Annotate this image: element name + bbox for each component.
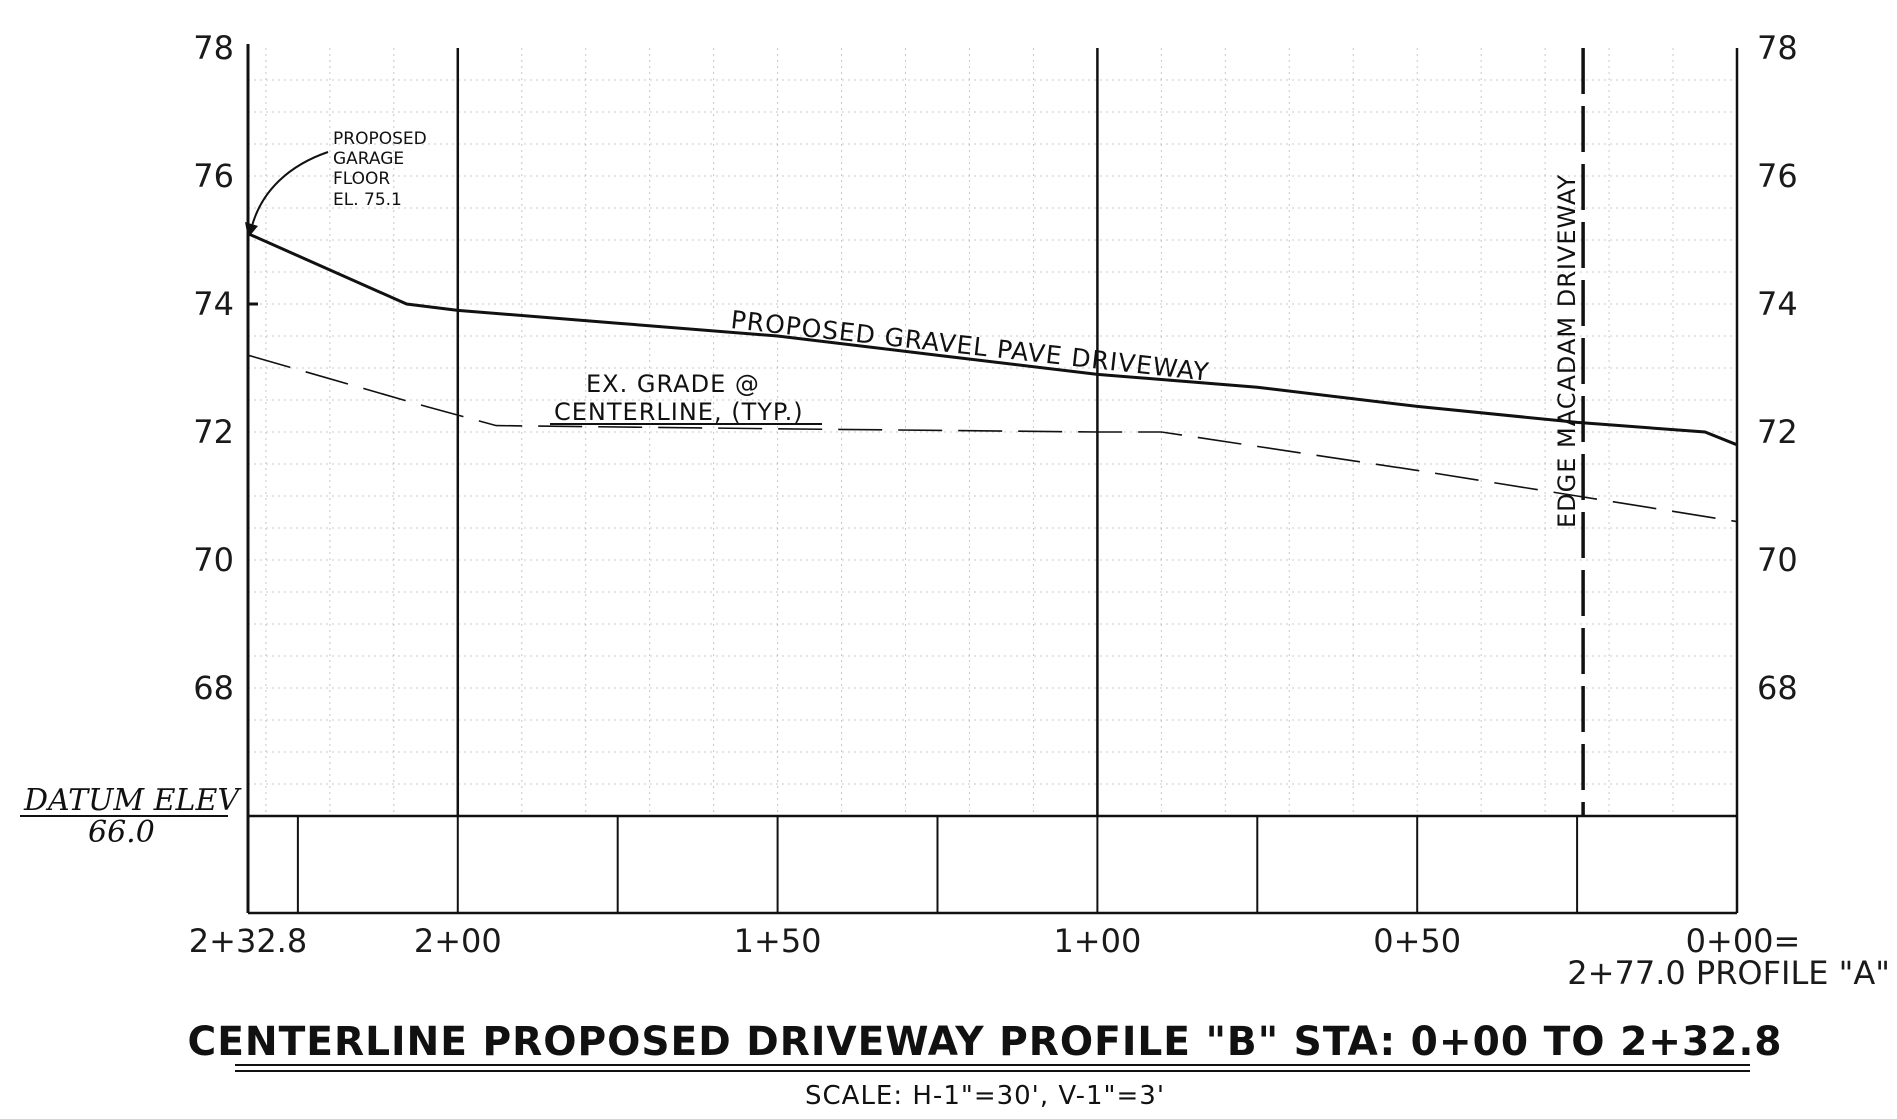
y-tick-left: 76 <box>193 157 234 195</box>
edge-macadam-label: EDGE MACADAM DRIVEWAY <box>1553 174 1581 528</box>
existing-grade-line <box>247 354 1738 523</box>
x-tick-label: 2+32.8 <box>189 922 307 960</box>
y-tick-left: 70 <box>193 541 234 579</box>
garage-annotation-line1: PROPOSED <box>333 129 427 149</box>
leader-arrowhead <box>245 222 258 238</box>
x-secondary-label: 2+77.0 PROFILE "A" <box>1567 954 1890 992</box>
y-tick-right: 72 <box>1757 413 1798 451</box>
minor-grid <box>248 48 1738 816</box>
datum-label: DATUM ELEV <box>23 783 242 818</box>
grade-annotation-line2: CENTERLINE, (TYP.) <box>554 398 804 426</box>
y-tick-right: 76 <box>1757 157 1798 195</box>
datum-value: 66.0 <box>88 815 155 850</box>
x-tick-label: 1+00 <box>1053 922 1141 960</box>
y-tick-left: 72 <box>193 413 234 451</box>
station-ticks: 2+32.8 2+00 1+50 1+00 0+50 0+00=2+77.0 PROFIL… <box>189 922 1890 992</box>
drawing-scale: SCALE: H-1"=30', V-1"=3' <box>805 1081 1165 1111</box>
garage-annotation-line2: GARAGE <box>333 149 404 169</box>
profile-series <box>247 232 1738 523</box>
garage-annotation-line3: FLOOR <box>333 169 390 189</box>
grade-annotation-line1: EX. GRADE @ <box>586 370 760 398</box>
edge-macadam-marker: EDGE MACADAM DRIVEWAY <box>1553 48 1585 816</box>
leader-arrow <box>251 151 329 227</box>
elevation-ticks: 78 76 74 72 70 68 78 76 74 72 70 68 <box>193 29 1797 707</box>
x-tick-label: 1+50 <box>734 922 822 960</box>
y-tick-left: 68 <box>193 669 234 707</box>
driveway-annotation: PROPOSED GRAVEL PAVE DRIVEWAY <box>729 305 1211 387</box>
y-tick-left: 74 <box>193 285 234 323</box>
x-tick-label: 2+00 <box>414 922 502 960</box>
y-tick-right: 74 <box>1757 285 1798 323</box>
garage-floor-callout: PROPOSED GARAGE FLOOR EL. 75.1 <box>245 129 427 238</box>
y-tick-right: 70 <box>1757 541 1798 579</box>
y-tick-right: 78 <box>1757 29 1798 67</box>
x-tick-label: 0+50 <box>1373 922 1461 960</box>
y-tick-right: 68 <box>1757 669 1798 707</box>
drawing-title: CENTERLINE PROPOSED DRIVEWAY PROFILE "B"… <box>188 1019 1783 1065</box>
y-tick-left: 78 <box>193 29 234 67</box>
station-box <box>296 816 1579 913</box>
x-tick-label: 0+00= <box>1686 922 1801 960</box>
garage-annotation-line4: EL. 75.1 <box>333 190 402 210</box>
proposed-driveway-line <box>247 232 1738 447</box>
datum-block: DATUM ELEV 66.0 <box>20 783 242 850</box>
plot-frame <box>246 44 1739 915</box>
